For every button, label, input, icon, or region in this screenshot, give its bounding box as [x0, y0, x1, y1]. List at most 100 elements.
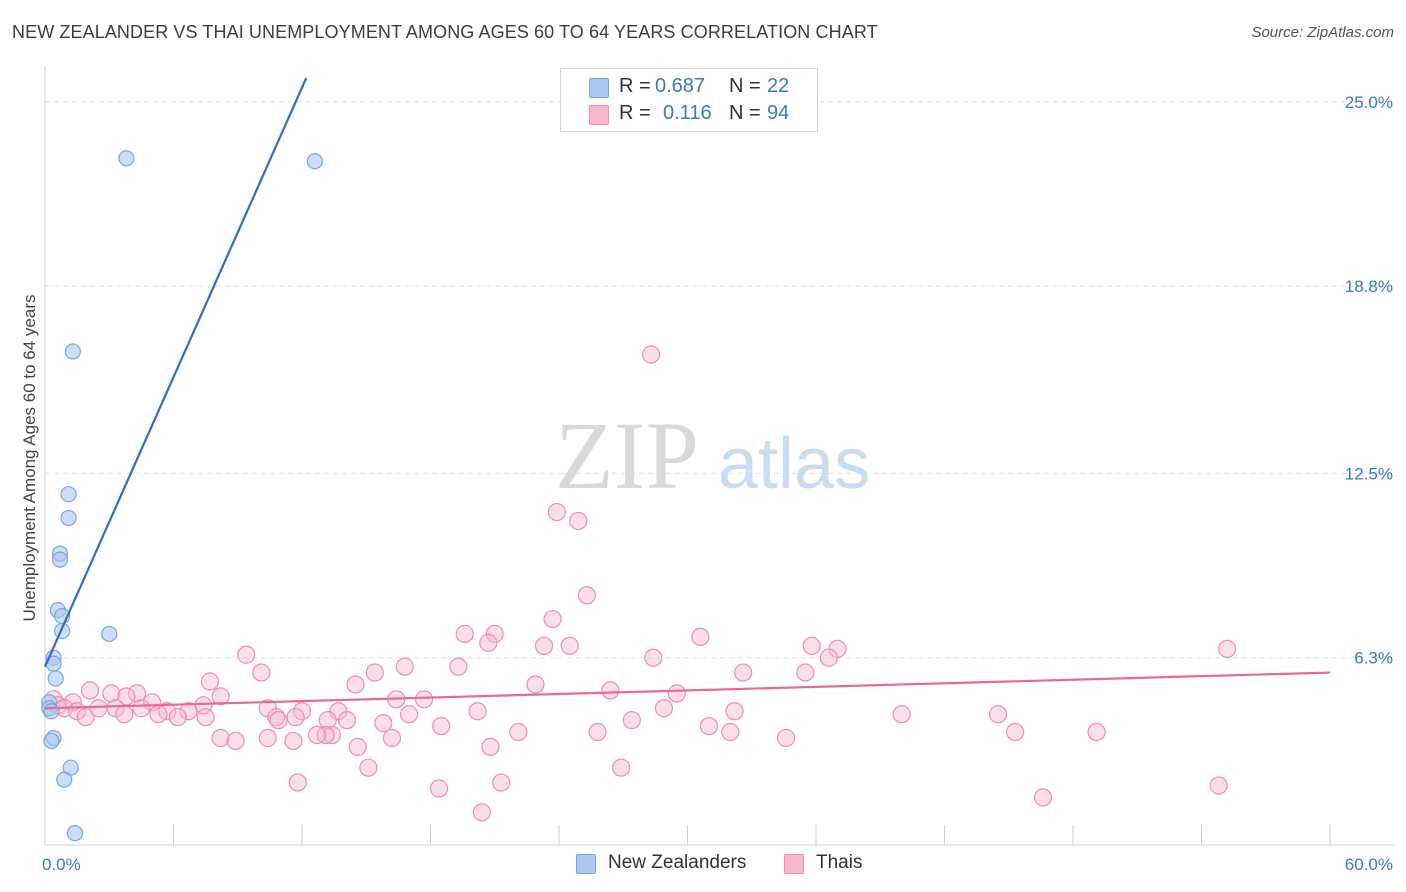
new-zealander-point[interactable]: [64, 343, 81, 360]
thai-point[interactable]: [472, 803, 491, 822]
tick-labels: 6.3% 12.5% 18.8% 25.0% 0.0% 60.0%: [42, 93, 1393, 874]
thai-point[interactable]: [102, 684, 121, 703]
thai-point[interactable]: [1218, 639, 1237, 658]
thai-point[interactable]: [1087, 722, 1106, 742]
thai-point[interactable]: [211, 687, 230, 706]
thai-point[interactable]: [267, 708, 286, 727]
thai-point[interactable]: [1033, 788, 1053, 807]
thai-point[interactable]: [382, 728, 402, 748]
thai-point[interactable]: [641, 345, 661, 364]
thai-point[interactable]: [80, 681, 100, 700]
new-zealander-point[interactable]: [43, 703, 60, 720]
thai-point[interactable]: [117, 687, 136, 706]
new-zealander-point[interactable]: [60, 509, 77, 527]
thai-point[interactable]: [429, 779, 449, 798]
thai-point[interactable]: [479, 633, 498, 652]
thai-point[interactable]: [547, 502, 566, 522]
new-zealander-point[interactable]: [51, 551, 69, 568]
new-zealander-point[interactable]: [101, 625, 118, 643]
thai-point[interactable]: [399, 705, 419, 724]
stats-swatch-pink: [589, 105, 609, 125]
new-zealander-point[interactable]: [60, 486, 77, 503]
thai-point[interactable]: [654, 699, 674, 718]
thai-point[interactable]: [892, 705, 911, 724]
thai-point[interactable]: [481, 737, 500, 756]
thai-point[interactable]: [337, 711, 357, 730]
new-zealander-point[interactable]: [66, 825, 84, 842]
thai-point[interactable]: [699, 716, 719, 736]
thai-point[interactable]: [802, 636, 821, 655]
thai-point[interactable]: [1209, 776, 1228, 795]
thai-point[interactable]: [534, 636, 554, 655]
thai-point[interactable]: [196, 708, 215, 727]
thai-point[interactable]: [622, 711, 641, 730]
thai-point[interactable]: [76, 708, 95, 727]
thai-point[interactable]: [284, 731, 303, 751]
thai-point[interactable]: [318, 711, 337, 730]
thai-point[interactable]: [414, 690, 434, 709]
thai-point[interactable]: [560, 636, 579, 655]
thai-point[interactable]: [132, 699, 151, 718]
legend-swatch-pink: [784, 854, 804, 874]
thai-point[interactable]: [269, 711, 288, 730]
thai-point[interactable]: [468, 702, 487, 721]
thai-point[interactable]: [588, 722, 607, 742]
new-zealander-point[interactable]: [306, 153, 323, 170]
thai-point[interactable]: [322, 725, 342, 745]
n-value: 94: [767, 102, 790, 124]
thai-point[interactable]: [348, 737, 367, 756]
y-tick-label: 12.5%: [1345, 464, 1393, 483]
thai-point[interactable]: [346, 675, 365, 694]
thai-point[interactable]: [286, 708, 305, 727]
thai-point[interactable]: [237, 645, 256, 664]
thai-point[interactable]: [288, 773, 307, 792]
thai-point[interactable]: [725, 702, 744, 721]
thai-point[interactable]: [509, 722, 528, 742]
thai-point[interactable]: [179, 702, 198, 721]
thai-point[interactable]: [168, 708, 187, 727]
thai-point[interactable]: [252, 663, 271, 682]
thai-point[interactable]: [644, 648, 663, 667]
thai-point[interactable]: [691, 627, 710, 646]
thai-point[interactable]: [455, 624, 474, 644]
thai-point[interactable]: [307, 725, 327, 745]
source-label: Source: ZipAtlas.com: [1251, 24, 1394, 41]
thai-point[interactable]: [127, 684, 147, 703]
thai-point[interactable]: [374, 714, 393, 733]
thai-point[interactable]: [734, 663, 753, 682]
thai-point[interactable]: [200, 672, 220, 691]
thai-point[interactable]: [601, 681, 620, 700]
thai-point[interactable]: [988, 705, 1008, 724]
thai-point[interactable]: [667, 684, 686, 703]
thai-point[interactable]: [395, 657, 414, 676]
thai-point[interactable]: [149, 705, 168, 724]
thai-point[interactable]: [569, 511, 588, 531]
thai-point[interactable]: [526, 675, 545, 694]
thai-point[interactable]: [543, 609, 562, 629]
new-zealander-point[interactable]: [56, 771, 73, 788]
thai-point[interactable]: [485, 624, 504, 644]
thai-point[interactable]: [776, 728, 796, 748]
new-zealander-point[interactable]: [43, 732, 60, 750]
new-zealander-point[interactable]: [47, 670, 64, 687]
new-zealander-point[interactable]: [118, 150, 135, 167]
y-tick-label: 18.8%: [1345, 277, 1393, 296]
thai-point[interactable]: [819, 648, 838, 667]
legend-label: New Zealanders: [608, 852, 747, 873]
thai-point[interactable]: [449, 657, 468, 676]
thai-point[interactable]: [796, 663, 815, 682]
thai-point[interactable]: [226, 731, 245, 751]
x-tick-label: 60.0%: [1345, 855, 1393, 874]
thai-point[interactable]: [115, 705, 134, 724]
thai-point[interactable]: [1006, 722, 1025, 742]
thai-point[interactable]: [612, 758, 631, 777]
thai-point[interactable]: [721, 722, 740, 742]
thai-point[interactable]: [577, 586, 596, 605]
thai-point[interactable]: [365, 663, 384, 682]
thai-point[interactable]: [492, 773, 511, 792]
thai-point[interactable]: [211, 728, 230, 748]
thai-point[interactable]: [258, 728, 277, 748]
r-value: 0.687: [655, 75, 706, 97]
thai-point[interactable]: [359, 758, 378, 777]
thai-point[interactable]: [432, 716, 451, 736]
